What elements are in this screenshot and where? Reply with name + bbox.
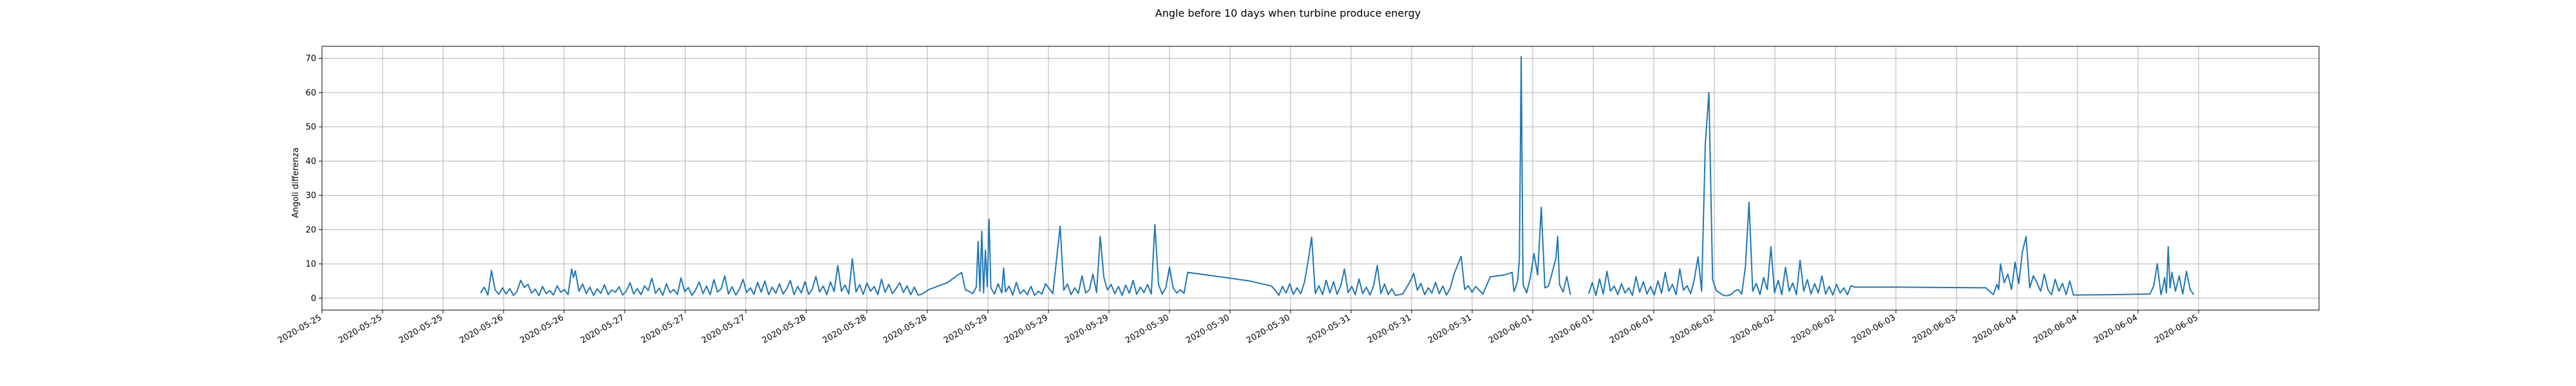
x-tick-label: 2020-06-01 — [1548, 313, 1595, 345]
x-tick-label: 2020-06-02 — [1669, 313, 1716, 345]
x-tick-label: 2020-05-27 — [579, 313, 626, 345]
x-tick-label: 2020-06-05 — [2153, 313, 2200, 345]
x-tick-label: 2020-05-31 — [1426, 313, 1473, 345]
x-tick-label: 2020-05-30 — [1184, 313, 1231, 345]
series-line-1 — [480, 56, 1571, 297]
x-tick-label: 2020-06-03 — [1911, 313, 1958, 345]
y-tick-label: 40 — [305, 157, 316, 167]
y-tick-label: 0 — [311, 294, 316, 304]
x-tick-label: 2020-05-26 — [458, 313, 505, 345]
x-tick-label: 2020-05-28 — [761, 313, 808, 345]
series-line-2 — [1587, 91, 2195, 297]
x-tick-label: 2020-05-30 — [1245, 313, 1292, 345]
x-tick-label: 2020-06-04 — [1971, 313, 2018, 345]
x-tick-label: 2020-06-01 — [1608, 313, 1655, 345]
y-axis-label: Angoli differenza — [291, 147, 301, 218]
x-tick-label: 2020-06-03 — [1850, 313, 1897, 345]
x-tick-label: 2020-05-28 — [882, 313, 929, 345]
y-tick-label: 20 — [305, 225, 316, 235]
y-tick-label: 50 — [305, 123, 316, 133]
series-lines — [480, 56, 2195, 297]
x-tick-label: 2020-05-31 — [1366, 313, 1413, 345]
grid — [321, 46, 2319, 310]
y-tick-label: 60 — [305, 88, 316, 98]
y-tick-label: 70 — [305, 54, 316, 64]
plot-frame — [321, 46, 2320, 311]
x-tick-label: 2020-06-01 — [1487, 313, 1534, 345]
x-tick-label: 2020-05-29 — [1003, 313, 1050, 345]
axes: 2020-05-25 2020-05-25 2020-05-25 2020-05-26… — [276, 54, 2200, 345]
x-tick-label: 2020-05-29 — [942, 313, 989, 345]
x-tick-label: 2020-05-28 — [821, 313, 868, 345]
x-tick-label: 2020-05-30 — [1124, 313, 1171, 345]
x-tick-label: 2020-05-25 — [397, 313, 444, 345]
x-tick-label: 2020-05-31 — [1305, 313, 1352, 345]
x-tick-label: 2020-05-27 — [639, 313, 687, 345]
y-tick-label: 10 — [305, 260, 316, 270]
y-tick-label: 30 — [305, 191, 316, 201]
x-tick-label: 2020-06-04 — [2092, 313, 2139, 345]
chart-title: Angle before 10 days when turbine produc… — [1155, 7, 1421, 19]
x-tick-label: 2020-05-27 — [700, 313, 747, 345]
x-tick-label: 2020-05-29 — [1063, 313, 1110, 345]
x-tick-label: 2020-05-25 — [337, 313, 384, 345]
x-tick-label: 2020-05-26 — [518, 313, 565, 345]
x-tick-label: 2020-06-02 — [1790, 313, 1837, 345]
x-tick-label: 2020-06-04 — [2032, 313, 2079, 345]
x-tick-label: 2020-05-25 — [276, 313, 323, 345]
x-tick-label: 2020-06-02 — [1729, 313, 1776, 345]
